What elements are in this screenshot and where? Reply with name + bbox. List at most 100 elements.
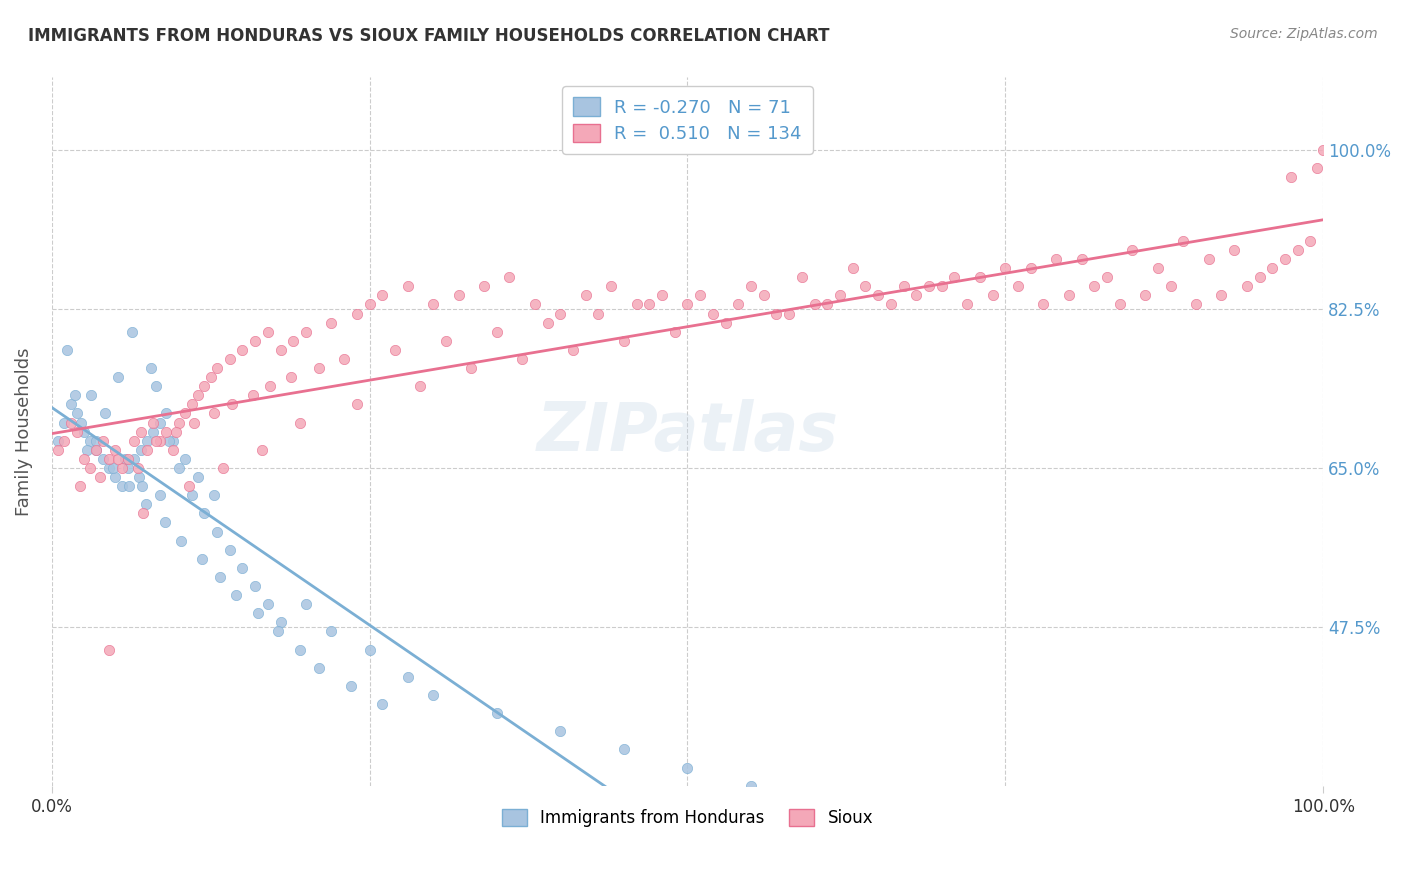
Point [536,316,558,330]
Point [129,425,152,439]
Point [1160,279,1182,293]
Point [371,288,394,302]
Point [165,425,187,439]
Point [727,297,749,311]
Point [1121,243,1143,257]
Point [212,461,235,475]
Point [170,533,193,548]
Point [308,661,330,675]
Point [1083,279,1105,293]
Point [676,761,699,775]
Point [157,434,180,448]
Point [815,297,838,311]
Point [371,697,394,711]
Point [346,307,368,321]
Point [613,742,636,756]
Point [162,434,184,448]
Point [1108,297,1130,311]
Point [193,379,215,393]
Point [59,397,82,411]
Point [702,307,724,321]
Point [72,451,94,466]
Point [943,270,966,285]
Point [651,288,673,302]
Point [142,425,165,439]
Point [1095,270,1118,285]
Point [114,451,136,466]
Point [321,624,343,639]
Point [422,688,444,702]
Point [79,461,101,475]
Point [139,361,162,376]
Point [104,442,127,457]
Point [205,524,228,539]
Point [84,442,107,457]
Point [523,297,546,311]
Point [1286,243,1309,257]
Point [127,461,149,475]
Point [89,470,111,484]
Point [918,279,941,293]
Point [131,479,153,493]
Point [460,361,482,376]
Point [485,706,508,720]
Point [1185,297,1208,311]
Point [145,434,167,448]
Point [295,325,318,339]
Text: IMMIGRANTS FROM HONDURAS VS SIOUX FAMILY HOUSEHOLDS CORRELATION CHART: IMMIGRANTS FROM HONDURAS VS SIOUX FAMILY… [28,27,830,45]
Point [97,642,120,657]
Point [231,561,253,575]
Point [384,343,406,357]
Point [510,351,533,366]
Point [107,370,129,384]
Point [1249,270,1271,285]
Point [969,270,991,285]
Point [981,288,1004,302]
Point [1274,252,1296,266]
Point [880,297,903,311]
Point [893,279,915,293]
Point [676,297,699,311]
Point [250,442,273,457]
Point [1133,288,1156,302]
Point [243,579,266,593]
Point [283,334,305,348]
Point [79,434,101,448]
Point [94,407,117,421]
Point [498,270,520,285]
Point [740,779,762,793]
Point [295,597,318,611]
Point [128,470,150,484]
Point [63,388,86,402]
Point [359,642,381,657]
Point [562,343,585,357]
Point [91,434,114,448]
Point [243,334,266,348]
Point [97,451,120,466]
Point [221,397,243,411]
Point [107,451,129,466]
Text: Source: ZipAtlas.com: Source: ZipAtlas.com [1230,27,1378,41]
Point [118,479,141,493]
Point [664,325,686,339]
Point [167,416,190,430]
Point [600,279,623,293]
Point [84,442,107,457]
Point [447,288,470,302]
Point [1261,261,1284,276]
Point [180,488,202,502]
Point [205,361,228,376]
Point [104,470,127,484]
Point [485,325,508,339]
Point [117,451,139,466]
Point [153,516,176,530]
Point [101,461,124,475]
Point [246,606,269,620]
Point [136,434,159,448]
Point [225,588,247,602]
Point [1173,234,1195,248]
Y-axis label: Family Households: Family Households [15,347,32,516]
Point [121,325,143,339]
Point [80,388,103,402]
Point [396,670,419,684]
